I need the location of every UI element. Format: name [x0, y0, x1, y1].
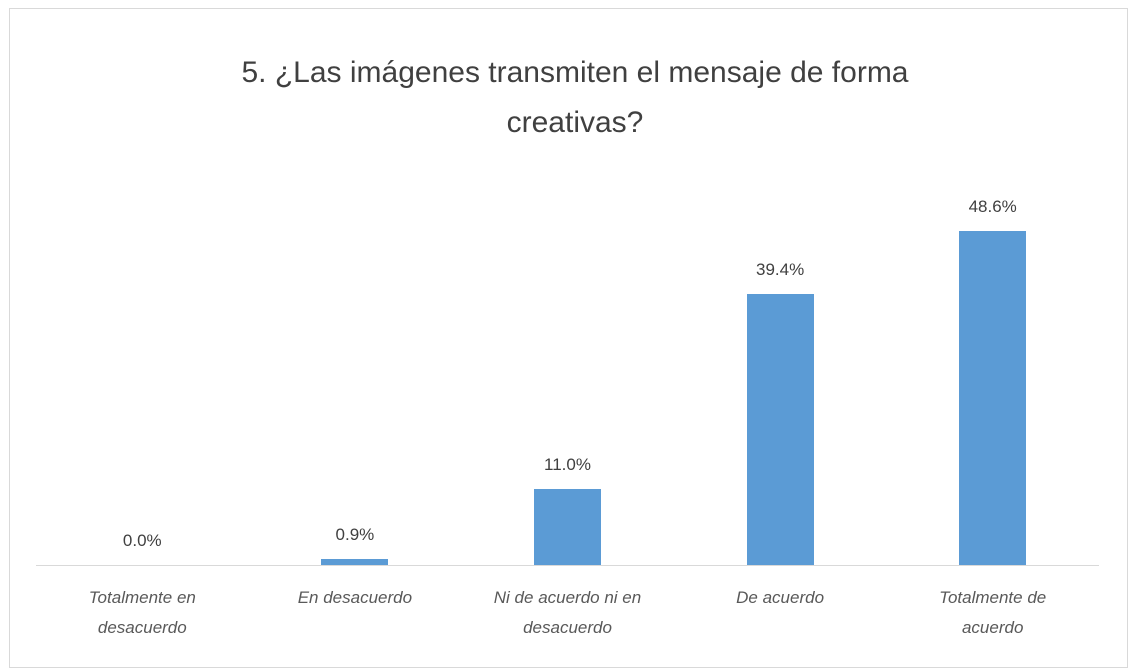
x-tick-label: Ni de acuerdo ni en desacuerdo: [493, 588, 642, 637]
bar: [959, 231, 1027, 565]
chart-title: 5. ¿Las imágenes transmiten el mensaje d…: [241, 56, 909, 139]
data-label: 48.6%: [968, 197, 1017, 217]
bar: [321, 558, 389, 565]
data-label: 39.4%: [755, 260, 805, 280]
data-label: 0.0%: [122, 531, 162, 550]
data-label: 0.9%: [335, 524, 375, 544]
bar: [534, 489, 601, 565]
x-tick-label: Totalmente de acuerdo: [939, 588, 1047, 637]
bar: [746, 294, 814, 565]
x-axis-line: [36, 565, 1099, 566]
x-tick-label: De acuerdo: [736, 588, 825, 607]
x-tick-label: Totalmente en desacuerdo: [88, 588, 196, 637]
page: 5. ¿Las imágenes transmiten el mensaje d…: [9, 8, 1128, 668]
x-tick-label: En desacuerdo: [297, 588, 413, 607]
data-label: 11.0%: [544, 455, 591, 475]
